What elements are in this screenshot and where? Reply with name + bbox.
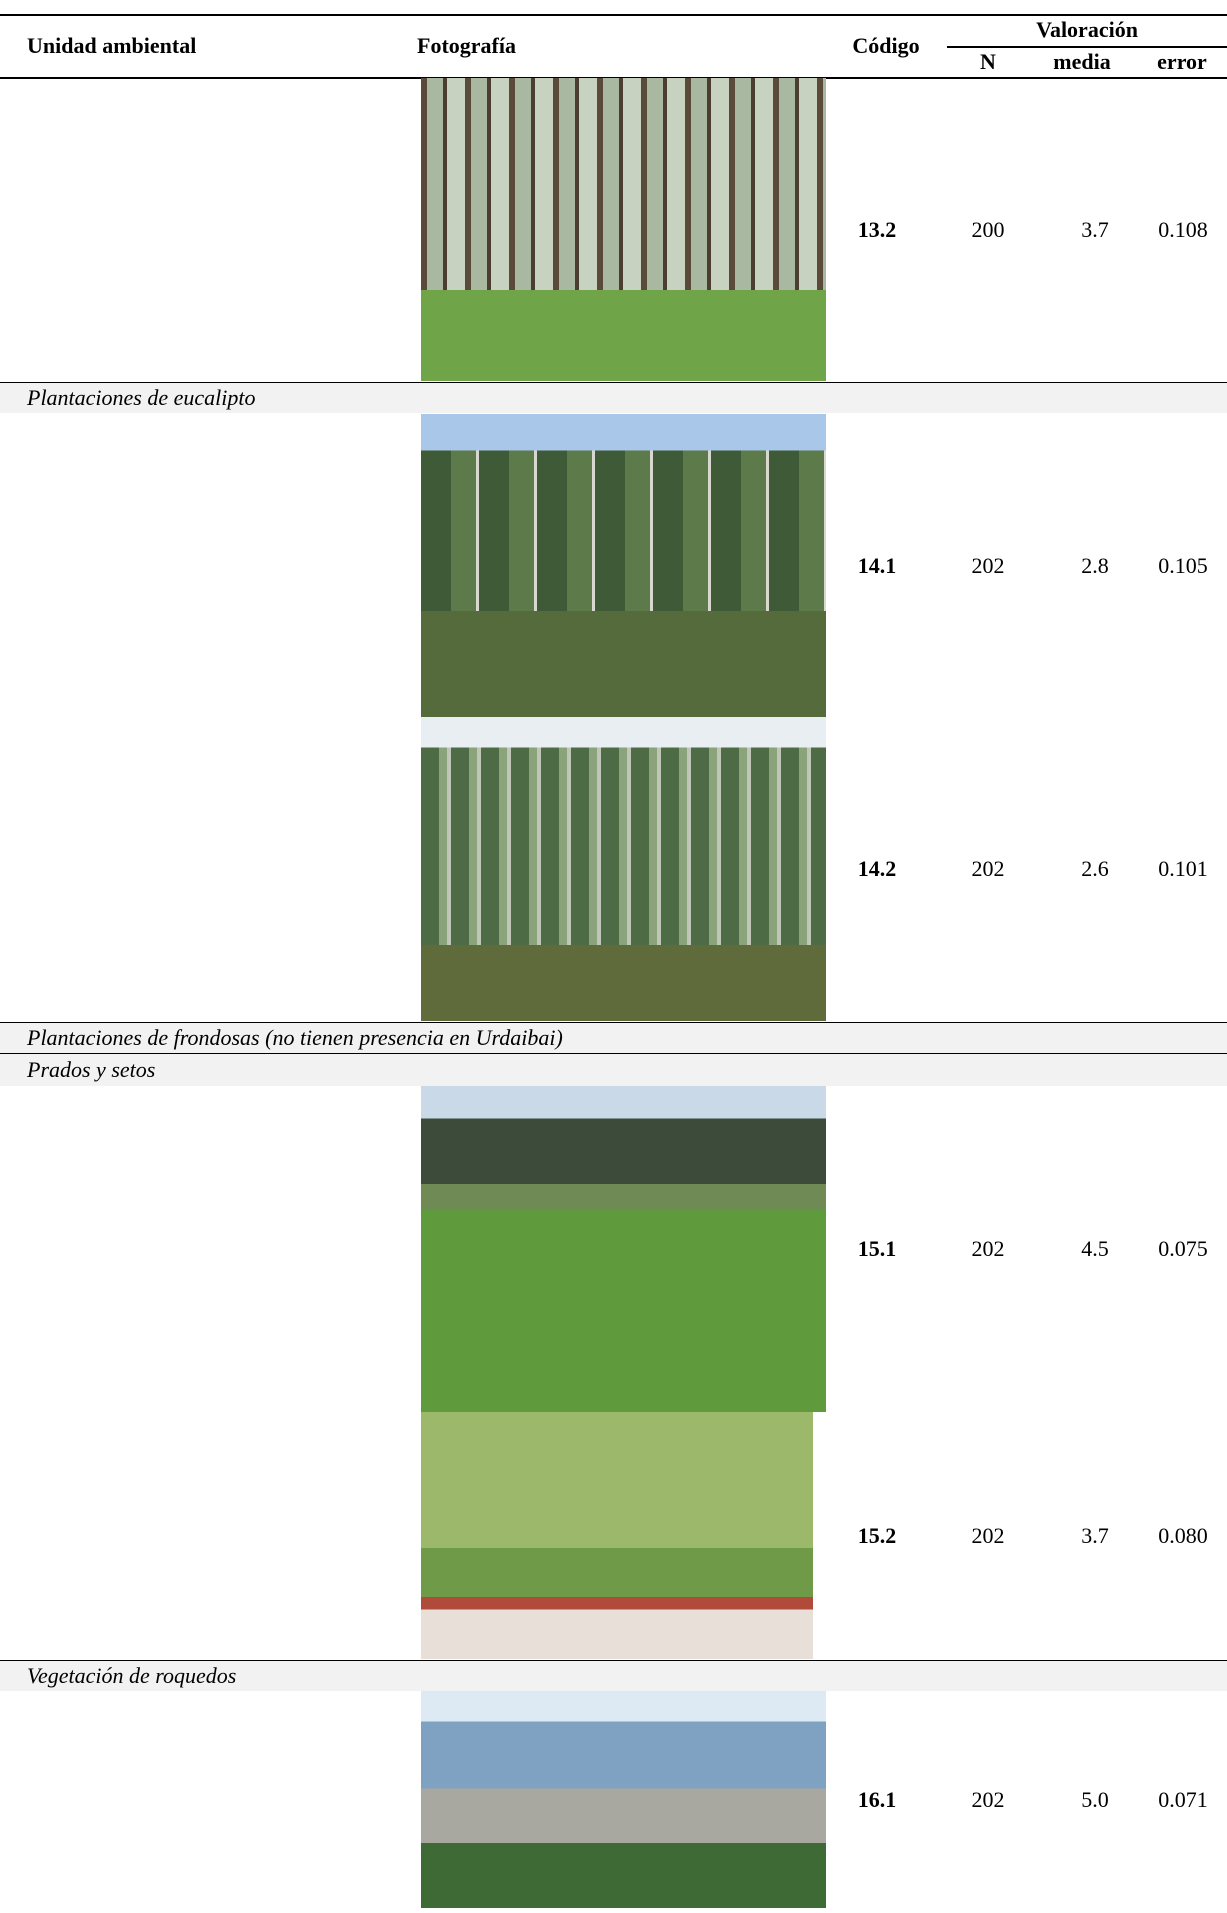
page: Unidad ambiental Fotografía Código Valor…	[0, 0, 1227, 1913]
photo	[421, 78, 826, 381]
photo	[421, 1086, 826, 1412]
mean-cell: 2.6	[1081, 856, 1109, 882]
header-code: Código	[852, 33, 919, 59]
group-row: Plantaciones de eucalipto	[0, 382, 1227, 413]
header-rating: Valoración	[1036, 17, 1138, 43]
photo	[421, 1412, 813, 1659]
code-cell: 14.1	[858, 553, 897, 579]
code-cell: 15.2	[858, 1523, 897, 1549]
group-label: Plantaciones de eucalipto	[27, 385, 256, 411]
code-cell: 15.1	[858, 1236, 897, 1262]
group-label: Plantaciones de frondosas (no tienen pre…	[27, 1025, 563, 1051]
code-cell: 16.1	[858, 1787, 897, 1813]
group-row: Vegetación de roquedos	[0, 1660, 1227, 1691]
n-cell: 202	[972, 856, 1005, 882]
error-cell: 0.108	[1158, 217, 1208, 243]
group-row: Plantaciones de frondosas (no tienen pre…	[0, 1022, 1227, 1053]
error-cell: 0.101	[1158, 856, 1208, 882]
header-unit: Unidad ambiental	[27, 33, 196, 59]
error-cell: 0.105	[1158, 553, 1208, 579]
n-cell: 202	[972, 553, 1005, 579]
photo	[421, 1691, 826, 1908]
error-cell: 0.071	[1158, 1787, 1208, 1813]
photo	[421, 717, 826, 1021]
mean-cell: 3.7	[1081, 217, 1109, 243]
n-cell: 202	[972, 1787, 1005, 1813]
error-cell: 0.075	[1158, 1236, 1208, 1262]
group-label: Vegetación de roquedos	[27, 1663, 236, 1689]
n-cell: 202	[972, 1523, 1005, 1549]
n-cell: 200	[972, 217, 1005, 243]
header-error: error	[1157, 49, 1207, 75]
error-cell: 0.080	[1158, 1523, 1208, 1549]
header-n: N	[980, 49, 996, 75]
rating-rule	[947, 46, 1227, 48]
photo	[421, 414, 826, 717]
code-cell: 14.2	[858, 856, 897, 882]
group-row: Prados y setos	[0, 1053, 1227, 1086]
mean-cell: 5.0	[1081, 1787, 1109, 1813]
header-photo: Fotografía	[417, 33, 516, 59]
mean-cell: 2.8	[1081, 553, 1109, 579]
group-label: Prados y setos	[27, 1057, 155, 1083]
mean-cell: 4.5	[1081, 1236, 1109, 1262]
header-mean: media	[1053, 49, 1110, 75]
code-cell: 13.2	[858, 217, 897, 243]
mean-cell: 3.7	[1081, 1523, 1109, 1549]
top-rule	[0, 14, 1227, 16]
n-cell: 202	[972, 1236, 1005, 1262]
